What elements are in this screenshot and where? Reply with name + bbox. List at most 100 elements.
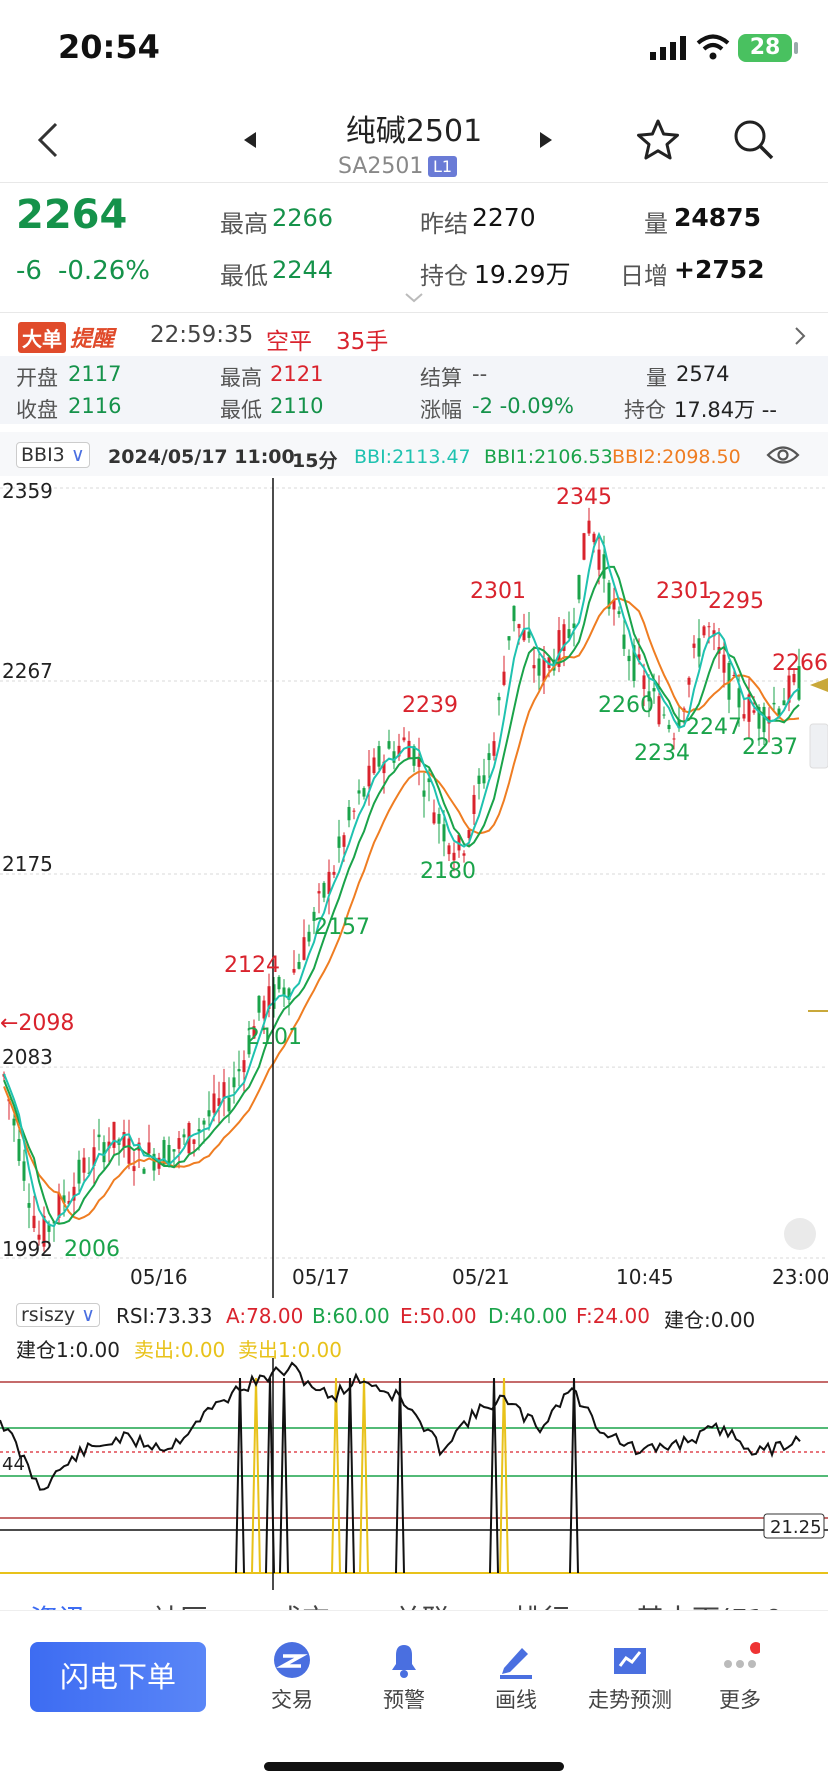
rsi-a: A:78.00 <box>226 1304 304 1328</box>
candle <box>502 671 506 685</box>
trade-button[interactable]: 交易 <box>242 1640 342 1714</box>
volume-label: 量 <box>644 210 668 238</box>
open-label: 开盘 <box>16 366 58 390</box>
candle <box>182 1134 186 1138</box>
side-expand-handle[interactable] <box>809 723 828 769</box>
chevron-down-icon[interactable] <box>404 292 424 304</box>
bar-info: 开盘 2117 最高 2121 结算 -- 量 2574 收盘 2116 最低 … <box>0 356 828 424</box>
candle <box>37 1234 41 1240</box>
candle <box>72 1186 76 1201</box>
candle <box>172 1149 176 1152</box>
open-value: 2117 <box>68 362 122 386</box>
more-button[interactable]: 更多 <box>690 1640 790 1714</box>
candle <box>652 688 656 692</box>
candle <box>397 745 401 757</box>
flash-order-button[interactable]: 闪电下单 <box>30 1642 206 1712</box>
candle <box>437 813 441 824</box>
more-icon <box>724 1642 762 1668</box>
candle <box>77 1159 81 1184</box>
indicator-datetime: 2024/05/17 11:00 <box>108 446 295 468</box>
candle <box>687 677 691 685</box>
search-icon[interactable] <box>732 118 776 162</box>
candle <box>347 806 351 821</box>
alert-badge-text: 提醒 <box>70 327 115 352</box>
bbi1-line <box>3 565 800 1225</box>
candle <box>532 665 536 669</box>
candle <box>197 1129 201 1132</box>
candle <box>722 654 726 673</box>
candle <box>442 824 446 842</box>
fullscreen-icon[interactable] <box>784 1218 816 1250</box>
candle <box>492 741 496 756</box>
candle <box>267 986 271 1009</box>
trade-label: 交易 <box>271 1688 313 1712</box>
alert-qty: 35手 <box>336 329 389 355</box>
candle <box>562 624 566 651</box>
candle <box>742 714 746 719</box>
peak-label: 2239 <box>402 693 458 718</box>
candle <box>162 1140 166 1165</box>
trough-label: 2101 <box>246 1025 302 1050</box>
rsi-jc: 建仓:0.00 <box>664 1308 756 1332</box>
trough-label: 2234 <box>634 741 690 766</box>
candle <box>207 1110 211 1117</box>
alarm-button[interactable]: 预警 <box>354 1640 454 1714</box>
candle <box>422 790 426 797</box>
big-order-alert[interactable]: 大单 提醒 22:59:35 空平 35手 <box>0 318 828 356</box>
candle <box>797 666 801 700</box>
rsi-e: E:50.00 <box>400 1304 477 1328</box>
home-indicator <box>264 1762 564 1771</box>
battery-icon: 28 <box>738 34 792 62</box>
open-interest-label: 持仓 <box>420 262 468 290</box>
star-icon[interactable] <box>636 118 680 162</box>
eye-icon[interactable] <box>766 444 800 466</box>
indicator-select[interactable]: BBI3 ∨ <box>16 442 90 468</box>
high-value: 2266 <box>272 204 334 232</box>
trough-label: 2247 <box>686 715 742 740</box>
candle <box>692 643 696 648</box>
battery-tip <box>794 42 798 54</box>
draw-button[interactable]: 画线 <box>466 1640 566 1714</box>
candle <box>317 891 321 894</box>
signal-spike <box>331 1377 341 1574</box>
rsi-select[interactable]: rsiszy ∨ <box>16 1303 101 1327</box>
candle <box>167 1145 171 1166</box>
signal-spike <box>359 1377 369 1574</box>
next-contract-icon[interactable] <box>538 132 552 148</box>
rsi-chart[interactable]: 44 21.25 <box>0 1358 828 1590</box>
x-axis-label: 05/21 <box>452 1265 510 1289</box>
last-price: 2264 <box>16 192 128 238</box>
rsi-b: B:60.00 <box>312 1304 390 1328</box>
candle <box>512 605 516 622</box>
candle <box>467 829 471 839</box>
candle <box>777 708 781 715</box>
back-icon[interactable] <box>36 120 60 160</box>
candle <box>42 1215 46 1247</box>
prev-contract-icon[interactable] <box>244 132 258 148</box>
forecast-button[interactable]: 走势预测 <box>580 1640 680 1714</box>
candle <box>667 724 671 730</box>
candle <box>357 790 361 794</box>
divider <box>0 312 828 313</box>
candle <box>637 654 641 661</box>
kline-chart[interactable]: 2359 2267 2175 2083 1992 05/16 05/17 05/… <box>0 478 828 1298</box>
candle <box>607 582 611 609</box>
candle <box>277 976 281 990</box>
candle <box>112 1121 116 1148</box>
bar-oi-value: 17.84万 -- <box>674 398 777 422</box>
x-axis-label: 23:00 <box>772 1265 828 1289</box>
candle <box>497 696 501 701</box>
candle <box>367 765 371 787</box>
prev-settle-value: 2270 <box>472 203 536 232</box>
close-value: 2116 <box>68 394 122 418</box>
candle <box>427 778 431 783</box>
settle-label: 结算 <box>420 366 462 390</box>
peak-label: 2266 <box>772 651 828 676</box>
bell-icon <box>392 1645 416 1678</box>
rsi-right-value: 21.25 <box>770 1517 822 1538</box>
y-axis-label: 2359 <box>2 479 53 503</box>
candle <box>247 1035 251 1055</box>
rsi-jc1: 建仓1:0.00 <box>16 1338 120 1362</box>
candle <box>582 533 586 560</box>
candle <box>292 968 296 973</box>
